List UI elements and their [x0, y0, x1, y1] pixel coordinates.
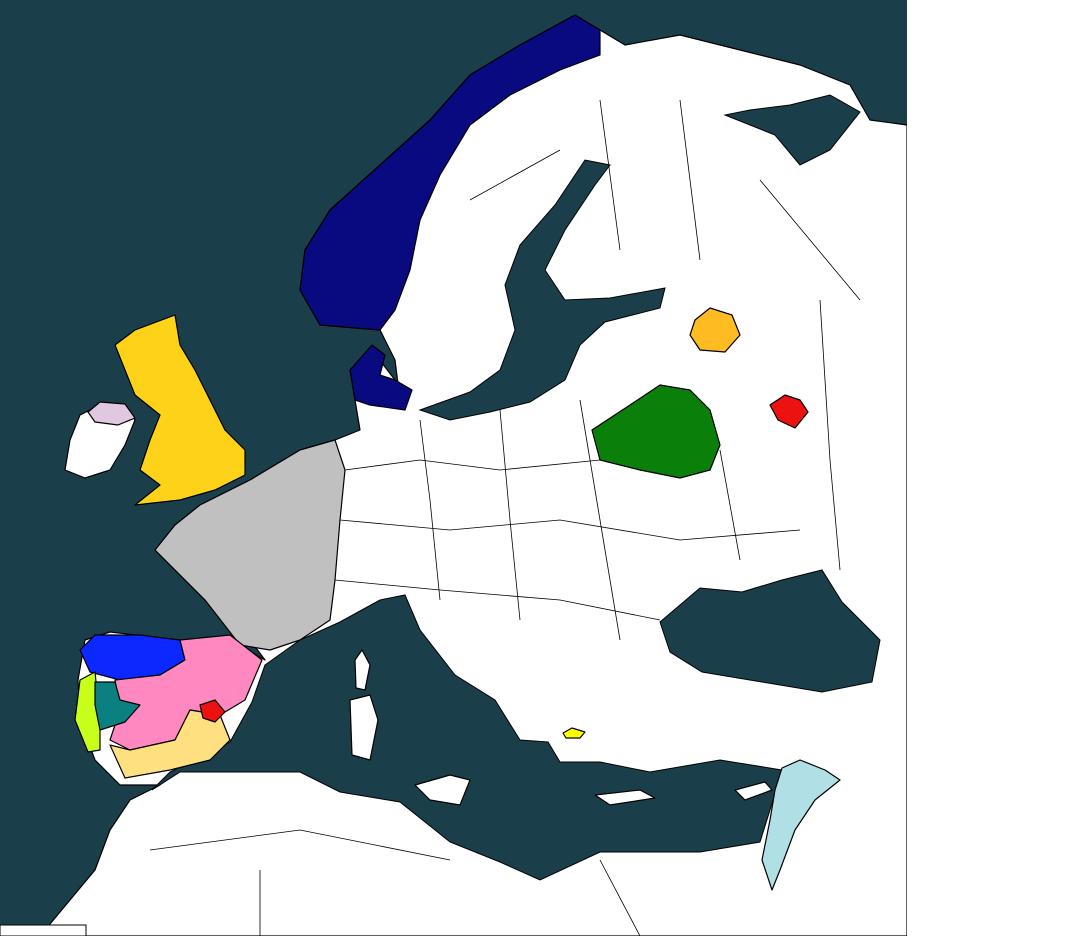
sardinia[interactable] [349, 694, 379, 761]
northern-ireland[interactable] [87, 401, 136, 426]
white-sea [723, 94, 861, 166]
region-norway[interactable] [299, 14, 601, 331]
great-britain[interactable] [114, 314, 246, 506]
cyprus[interactable] [734, 781, 773, 801]
sicily[interactable] [414, 774, 471, 806]
blank-panel [907, 0, 1080, 936]
internal-borders [149, 99, 861, 936]
region-orange[interactable] [689, 307, 741, 353]
crete[interactable] [594, 789, 656, 806]
region-central-spain[interactable] [109, 634, 263, 751]
region-teal[interactable] [94, 681, 141, 731]
corsica[interactable] [354, 649, 371, 691]
map-inset-frame [0, 924, 87, 936]
mediterranean-sea [151, 594, 783, 881]
region-south-spain[interactable] [109, 709, 231, 779]
region-denmark[interactable] [349, 344, 413, 411]
baltic-sea [418, 159, 666, 421]
region-red-east[interactable] [769, 394, 809, 429]
region-levant[interactable] [761, 759, 841, 891]
political-map[interactable] [0, 0, 907, 936]
region-greece-yellow[interactable] [562, 727, 586, 739]
region-valencia[interactable] [199, 699, 226, 723]
black-sea [659, 569, 881, 693]
region-portugal[interactable] [74, 671, 101, 753]
region-belarus[interactable] [591, 384, 721, 479]
